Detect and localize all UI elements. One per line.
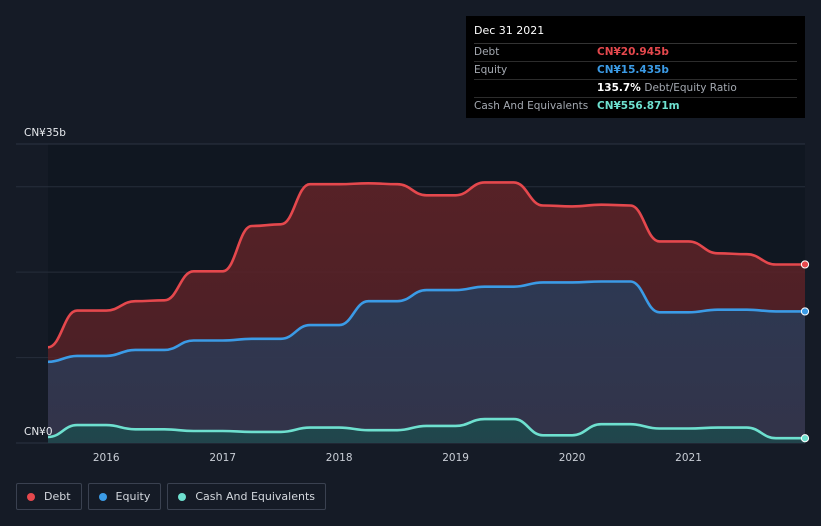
legend-label: Equity: [115, 490, 151, 503]
tooltip-date: Dec 31 2021: [474, 23, 797, 44]
legend-label: Debt: [44, 490, 71, 503]
tooltip-label: [474, 80, 597, 97]
tooltip-panel: Dec 31 2021 Debt CN¥20.945b Equity CN¥15…: [466, 16, 805, 118]
debt-line: [47, 181, 805, 349]
x-tick-label: 2018: [326, 452, 353, 464]
cash-and-equivalents-line: [47, 417, 805, 440]
equity-line: [47, 280, 805, 364]
equity-dot-icon: [98, 492, 107, 501]
x-tick-label: 2017: [209, 452, 236, 464]
series-lines: [47, 181, 805, 440]
y-tick-label: CN¥0: [24, 426, 53, 438]
equity-area: [48, 281, 805, 443]
legend-item-debt[interactable]: Debt: [16, 483, 82, 510]
tooltip-value-equity: CN¥15.435b: [597, 64, 669, 76]
x-axis-tick-labels: 2016 2017 2018 2019 2020 2021: [93, 452, 702, 464]
legend-item-cash[interactable]: Cash And Equivalents: [167, 483, 326, 510]
debt-dot-icon: [27, 492, 35, 501]
cash-and-equivalents-end-marker: [800, 434, 810, 443]
tooltip-label: Debt: [474, 46, 500, 58]
x-tick-label: 2020: [559, 452, 586, 464]
legend-item-equity[interactable]: Equity: [87, 483, 162, 510]
debt-end-marker: [800, 260, 810, 269]
x-tick-label: 2021: [675, 452, 702, 464]
y-axis-tick-labels: CN¥35b CN¥0: [24, 127, 66, 438]
series-areas: [48, 182, 805, 443]
tooltip-label: Equity: [474, 64, 508, 76]
tooltip-label: Cash And Equivalents: [474, 100, 589, 112]
series-end-markers: [800, 260, 810, 443]
tooltip-value-cash: CN¥556.871m: [597, 100, 680, 112]
tooltip-row-ratio: 135.7% Debt/Equity Ratio: [474, 80, 797, 98]
tooltip-row-equity: Equity CN¥15.435b: [474, 62, 797, 80]
cash-dot-icon: [178, 492, 187, 501]
x-tick-label: 2016: [93, 452, 120, 464]
tooltip-value-debt: CN¥20.945b: [597, 46, 669, 58]
equity-end-marker: [800, 307, 810, 316]
tooltip-ratio-label: Debt/Equity Ratio: [644, 82, 737, 94]
legend-label: Cash And Equivalents: [195, 490, 315, 503]
tooltip-row-debt: Debt CN¥20.945b: [474, 44, 797, 62]
x-tick-label: 2019: [442, 452, 469, 464]
legend: Debt Equity Cash And Equivalents: [16, 483, 332, 510]
tooltip-row-cash: Cash And Equivalents CN¥556.871m: [474, 98, 797, 115]
y-tick-label: CN¥35b: [24, 127, 66, 139]
tooltip-value-ratio: 135.7%: [597, 82, 641, 94]
